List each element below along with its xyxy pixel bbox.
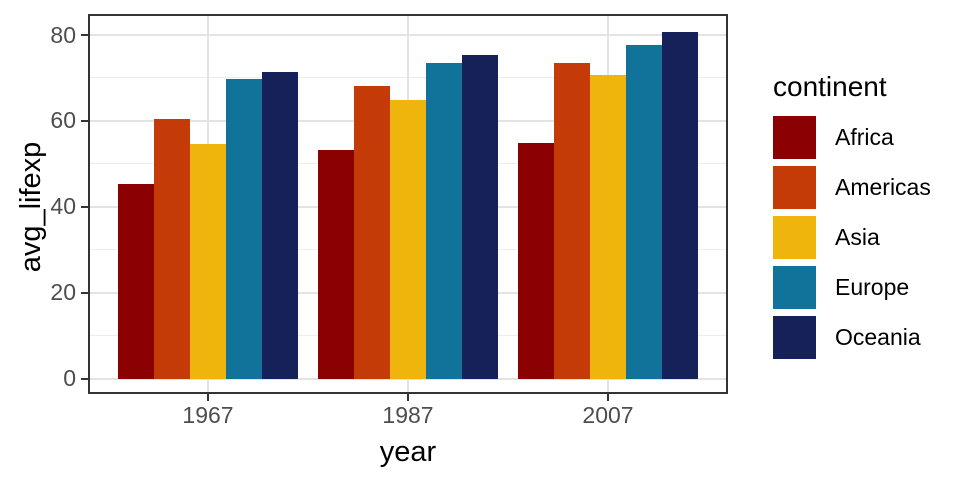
x-tick-label: 2007 [582, 402, 634, 428]
legend: continent Africa Americas Asia Europe Oceani… [773, 72, 931, 366]
bar-asia-2007 [590, 74, 626, 379]
bar-africa-1987 [318, 149, 354, 379]
bar-europe-1987 [426, 62, 462, 379]
bar-americas-2007 [554, 62, 590, 379]
plot-panel [88, 14, 728, 394]
legend-item-africa: Africa [773, 116, 931, 159]
bar-asia-1967 [190, 143, 226, 379]
x-tick-label: 1967 [182, 402, 234, 428]
legend-swatch-africa [773, 116, 816, 159]
y-tick [81, 205, 88, 208]
bar-europe-2007 [626, 44, 662, 379]
bar-americas-1987 [354, 86, 390, 379]
legend-swatch-oceania [773, 316, 816, 359]
legend-item-asia: Asia [773, 216, 931, 259]
bar-americas-1967 [154, 119, 190, 379]
legend-item-americas: Americas [773, 166, 931, 209]
legend-label: Americas [835, 174, 931, 200]
y-tick [81, 377, 88, 380]
bar-africa-1967 [118, 184, 154, 379]
y-tick-label: 80 [50, 21, 76, 48]
bar-asia-1987 [390, 99, 426, 379]
x-tick [607, 394, 609, 401]
legend-label: Europe [835, 274, 910, 300]
x-tick [207, 394, 209, 401]
bar-oceania-1967 [262, 72, 298, 379]
legend-swatch-asia [773, 216, 816, 259]
legend-item-europe: Europe [773, 266, 931, 309]
y-tick [81, 119, 88, 122]
y-tick-label: 0 [63, 365, 76, 392]
legend-items: Africa Americas Asia Europe Oceania [773, 116, 931, 359]
legend-label: Africa [835, 124, 894, 150]
legend-label: Asia [835, 224, 880, 250]
legend-swatch-americas [773, 166, 816, 209]
x-axis-title: year [379, 436, 437, 468]
bar-oceania-1987 [462, 55, 498, 379]
y-axis-title: avg_lifexp [15, 141, 47, 273]
legend-label: Oceania [835, 324, 921, 350]
legend-item-oceania: Oceania [773, 316, 931, 359]
y-tick-label: 20 [50, 279, 76, 306]
x-tick-label: 1987 [382, 402, 434, 428]
x-tick [407, 394, 409, 401]
y-tick [81, 34, 88, 37]
bar-oceania-2007 [662, 32, 698, 379]
y-tick-label: 60 [50, 107, 76, 134]
y-tick [81, 291, 88, 294]
legend-title: continent [773, 71, 887, 102]
legend-swatch-europe [773, 266, 816, 309]
bar-europe-1967 [226, 79, 262, 379]
y-tick-label: 40 [50, 193, 76, 220]
bar-africa-2007 [518, 143, 554, 379]
